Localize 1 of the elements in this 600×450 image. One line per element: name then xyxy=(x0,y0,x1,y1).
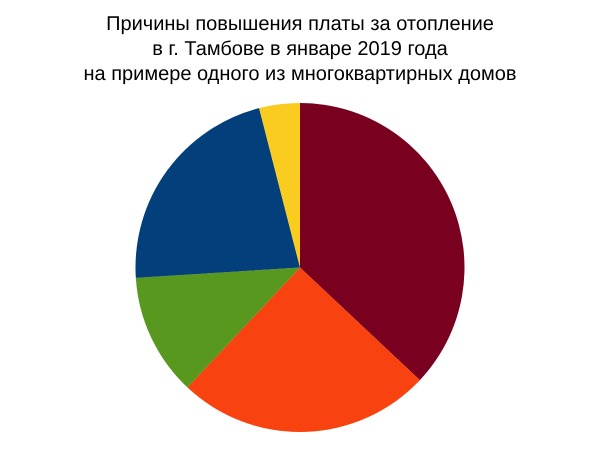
chart-title: Причины повышения платы за отопление в г. Тамбове в январе 2019 года на примере одного из многоквартирных домов xyxy=(83,13,517,86)
